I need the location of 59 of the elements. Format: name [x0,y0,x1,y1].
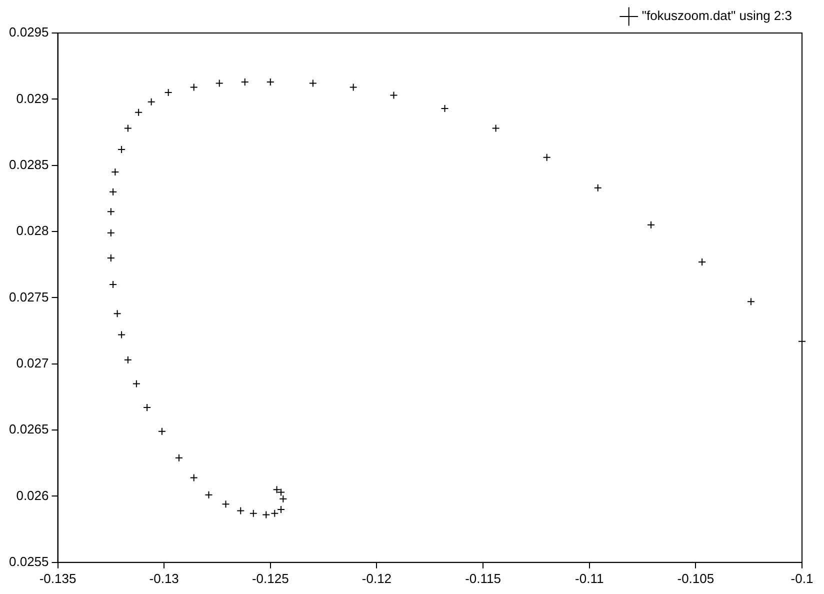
point [124,356,132,364]
point [124,124,132,132]
y-tick-label: 0.0295 [8,24,49,40]
point [647,220,656,229]
point [215,79,224,88]
point [594,184,602,192]
point [134,108,143,116]
point [190,83,198,92]
x-tick-label: -0.105 [677,570,714,586]
y-tick-label: 0.029 [16,90,49,106]
point [308,79,317,88]
point [111,168,120,176]
x-tick-label: -0.1 [790,570,814,586]
point [118,145,126,154]
point [106,208,115,216]
point [542,153,551,162]
y-tick-label: 0.0265 [8,422,49,437]
point [698,258,706,266]
x-tick-label: -0.12 [362,570,392,586]
y-tick-label: 0.028 [16,223,49,238]
point [143,404,152,412]
point [109,280,118,288]
point [164,88,172,97]
y-tick-label: 0.0275 [8,289,49,304]
point [106,254,115,262]
x-tick-label: -0.115 [465,570,501,586]
y-tick-label: 0.0285 [8,156,49,172]
point [132,380,140,388]
point [279,494,288,503]
point [118,330,126,339]
y-tick-label: 0.027 [16,355,49,370]
point [158,427,166,436]
point [492,124,500,132]
x-tick-label: -0.125 [252,570,289,586]
point [204,490,213,499]
point [147,98,156,106]
point [266,78,274,86]
x-tick-label: -0.11 [575,570,604,586]
point [270,509,279,518]
point [240,78,249,86]
point [440,104,449,112]
point [349,83,358,92]
point [190,474,198,482]
legend-label: "fokuszoom.dat" using 2:3 [642,8,792,24]
x-tick-label: -0.135 [39,570,76,586]
point [222,500,230,508]
point [236,506,245,515]
point [249,509,258,518]
point [746,298,755,306]
y-tick-label: 0.026 [16,488,49,503]
point [277,505,286,514]
point [106,228,115,237]
point [174,454,183,462]
point [109,188,118,196]
point [262,510,270,519]
point [113,310,122,318]
x-tick-label: -0.13 [149,570,179,586]
point [390,91,398,100]
y-tick-label: 0.0255 [8,554,49,569]
